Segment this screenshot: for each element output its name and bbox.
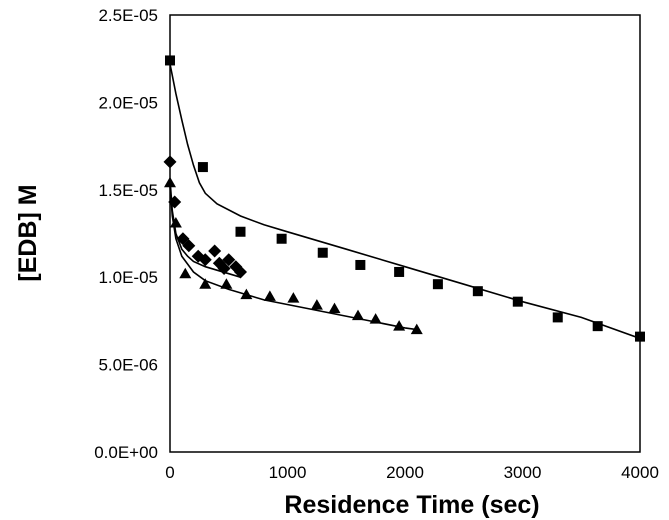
diamond-marker xyxy=(222,253,236,267)
fit-curves xyxy=(169,63,641,340)
y-tick-label: 1.0E-05 xyxy=(98,268,158,287)
triangle-marker xyxy=(328,302,341,314)
triangle-marker xyxy=(164,176,176,188)
x-tick-label: 3000 xyxy=(504,463,542,482)
triangle-marker xyxy=(179,267,192,279)
x-tick-label: 1000 xyxy=(269,463,307,482)
triangle-marker xyxy=(410,323,423,335)
triangle-marker xyxy=(393,320,406,331)
triangle-marker xyxy=(287,292,300,303)
square-marker xyxy=(552,312,563,323)
diamond-marker xyxy=(217,261,231,275)
square-marker xyxy=(355,259,366,270)
square-marker xyxy=(635,331,645,342)
triangle-marker xyxy=(169,217,182,228)
diamond-marker xyxy=(234,265,247,279)
y-tick-label: 2.0E-05 xyxy=(98,93,158,112)
y-axis-tick-labels: 0.0E+00 5.0E-06 1.0E-05 1.5E-05 2.0E-05 2.5E-… xyxy=(94,6,158,462)
diamond-marker xyxy=(168,195,182,209)
triangle-marker xyxy=(310,299,323,310)
x-tick-label: 2000 xyxy=(386,463,424,482)
diamond-marker xyxy=(182,239,196,253)
square-marker xyxy=(165,55,175,66)
y-tick-label: 2.5E-05 xyxy=(98,6,158,25)
plot-area-frame xyxy=(169,14,641,453)
x-axis-title: Residence Time (sec) xyxy=(284,491,539,519)
square-marker xyxy=(472,286,483,297)
x-axis-tick-labels: 0 1000 2000 3000 4000 xyxy=(165,463,659,482)
diamond-marker xyxy=(198,253,212,267)
square-marker xyxy=(197,162,208,173)
y-tick-label: 1.5E-05 xyxy=(98,181,158,200)
data-markers xyxy=(163,55,645,342)
square-marker xyxy=(432,279,443,290)
diamond-marker xyxy=(208,244,222,258)
square-marker xyxy=(276,233,287,244)
x-tick-label: 4000 xyxy=(621,463,659,482)
triangle-marker xyxy=(220,278,233,289)
triangle-marker xyxy=(263,290,276,301)
square-marker xyxy=(394,266,405,277)
square-marker xyxy=(317,247,328,258)
square-marker xyxy=(235,226,246,237)
x-tick-label: 0 xyxy=(165,463,174,482)
diamond-marker xyxy=(163,155,177,169)
y-axis-title: [EDB] M xyxy=(14,184,42,281)
triangle-marker xyxy=(199,278,212,289)
triangle-marker xyxy=(240,288,253,300)
y-tick-label: 0.0E+00 xyxy=(94,443,158,462)
triangle-marker xyxy=(369,313,382,324)
square-marker xyxy=(592,321,603,332)
fit-curve-triangle xyxy=(169,186,417,331)
triangle-marker xyxy=(352,309,364,321)
y-tick-label: 5.0E-06 xyxy=(98,356,158,375)
square-marker xyxy=(512,296,523,307)
fit-curve-square xyxy=(169,63,641,340)
